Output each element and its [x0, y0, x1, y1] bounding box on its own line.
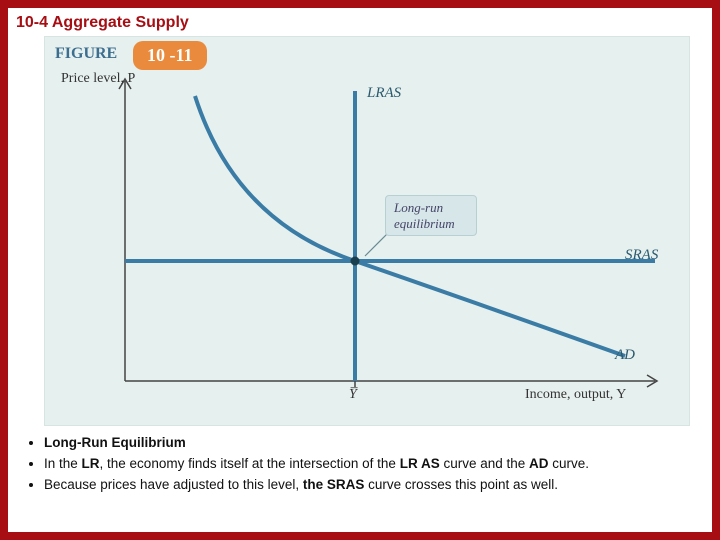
bullet-list: Long-Run Equilibrium In the LR, the econ…: [8, 426, 712, 502]
lras-label: LRAS: [367, 85, 401, 102]
figure-label: FIGURE: [55, 45, 117, 63]
bullet-3: Because prices have adjusted to this lev…: [44, 476, 696, 494]
slide-body: 10-4 Aggregate Supply FIGURE 10 -11: [8, 8, 712, 532]
sras-label: SRAS: [625, 247, 658, 264]
equilibrium-callout: Long-run equilibrium: [385, 195, 477, 236]
callout-line1: Long-run: [394, 200, 443, 215]
figure-panel: FIGURE 10 -11: [44, 36, 690, 426]
figure-number: 10 -11: [133, 41, 207, 70]
bullet-2: In the LR, the economy finds itself at t…: [44, 455, 696, 473]
slide-title: 10-4 Aggregate Supply: [8, 8, 712, 36]
slide-frame: 10-4 Aggregate Supply FIGURE 10 -11: [0, 0, 720, 540]
callout-line2: equilibrium: [394, 216, 455, 231]
ad-label: AD: [615, 347, 635, 364]
x-axis-label: Income, output, Y: [525, 387, 626, 403]
chart: Price level, P Income, output, Y Y̅ LRAS…: [55, 71, 675, 421]
equilibrium-point: [351, 257, 360, 266]
x-tick-label: Y̅: [349, 387, 357, 403]
chart-svg: [55, 71, 675, 421]
y-axis-label: Price level, P: [61, 71, 135, 87]
bullet-1: Long-Run Equilibrium: [44, 434, 696, 452]
